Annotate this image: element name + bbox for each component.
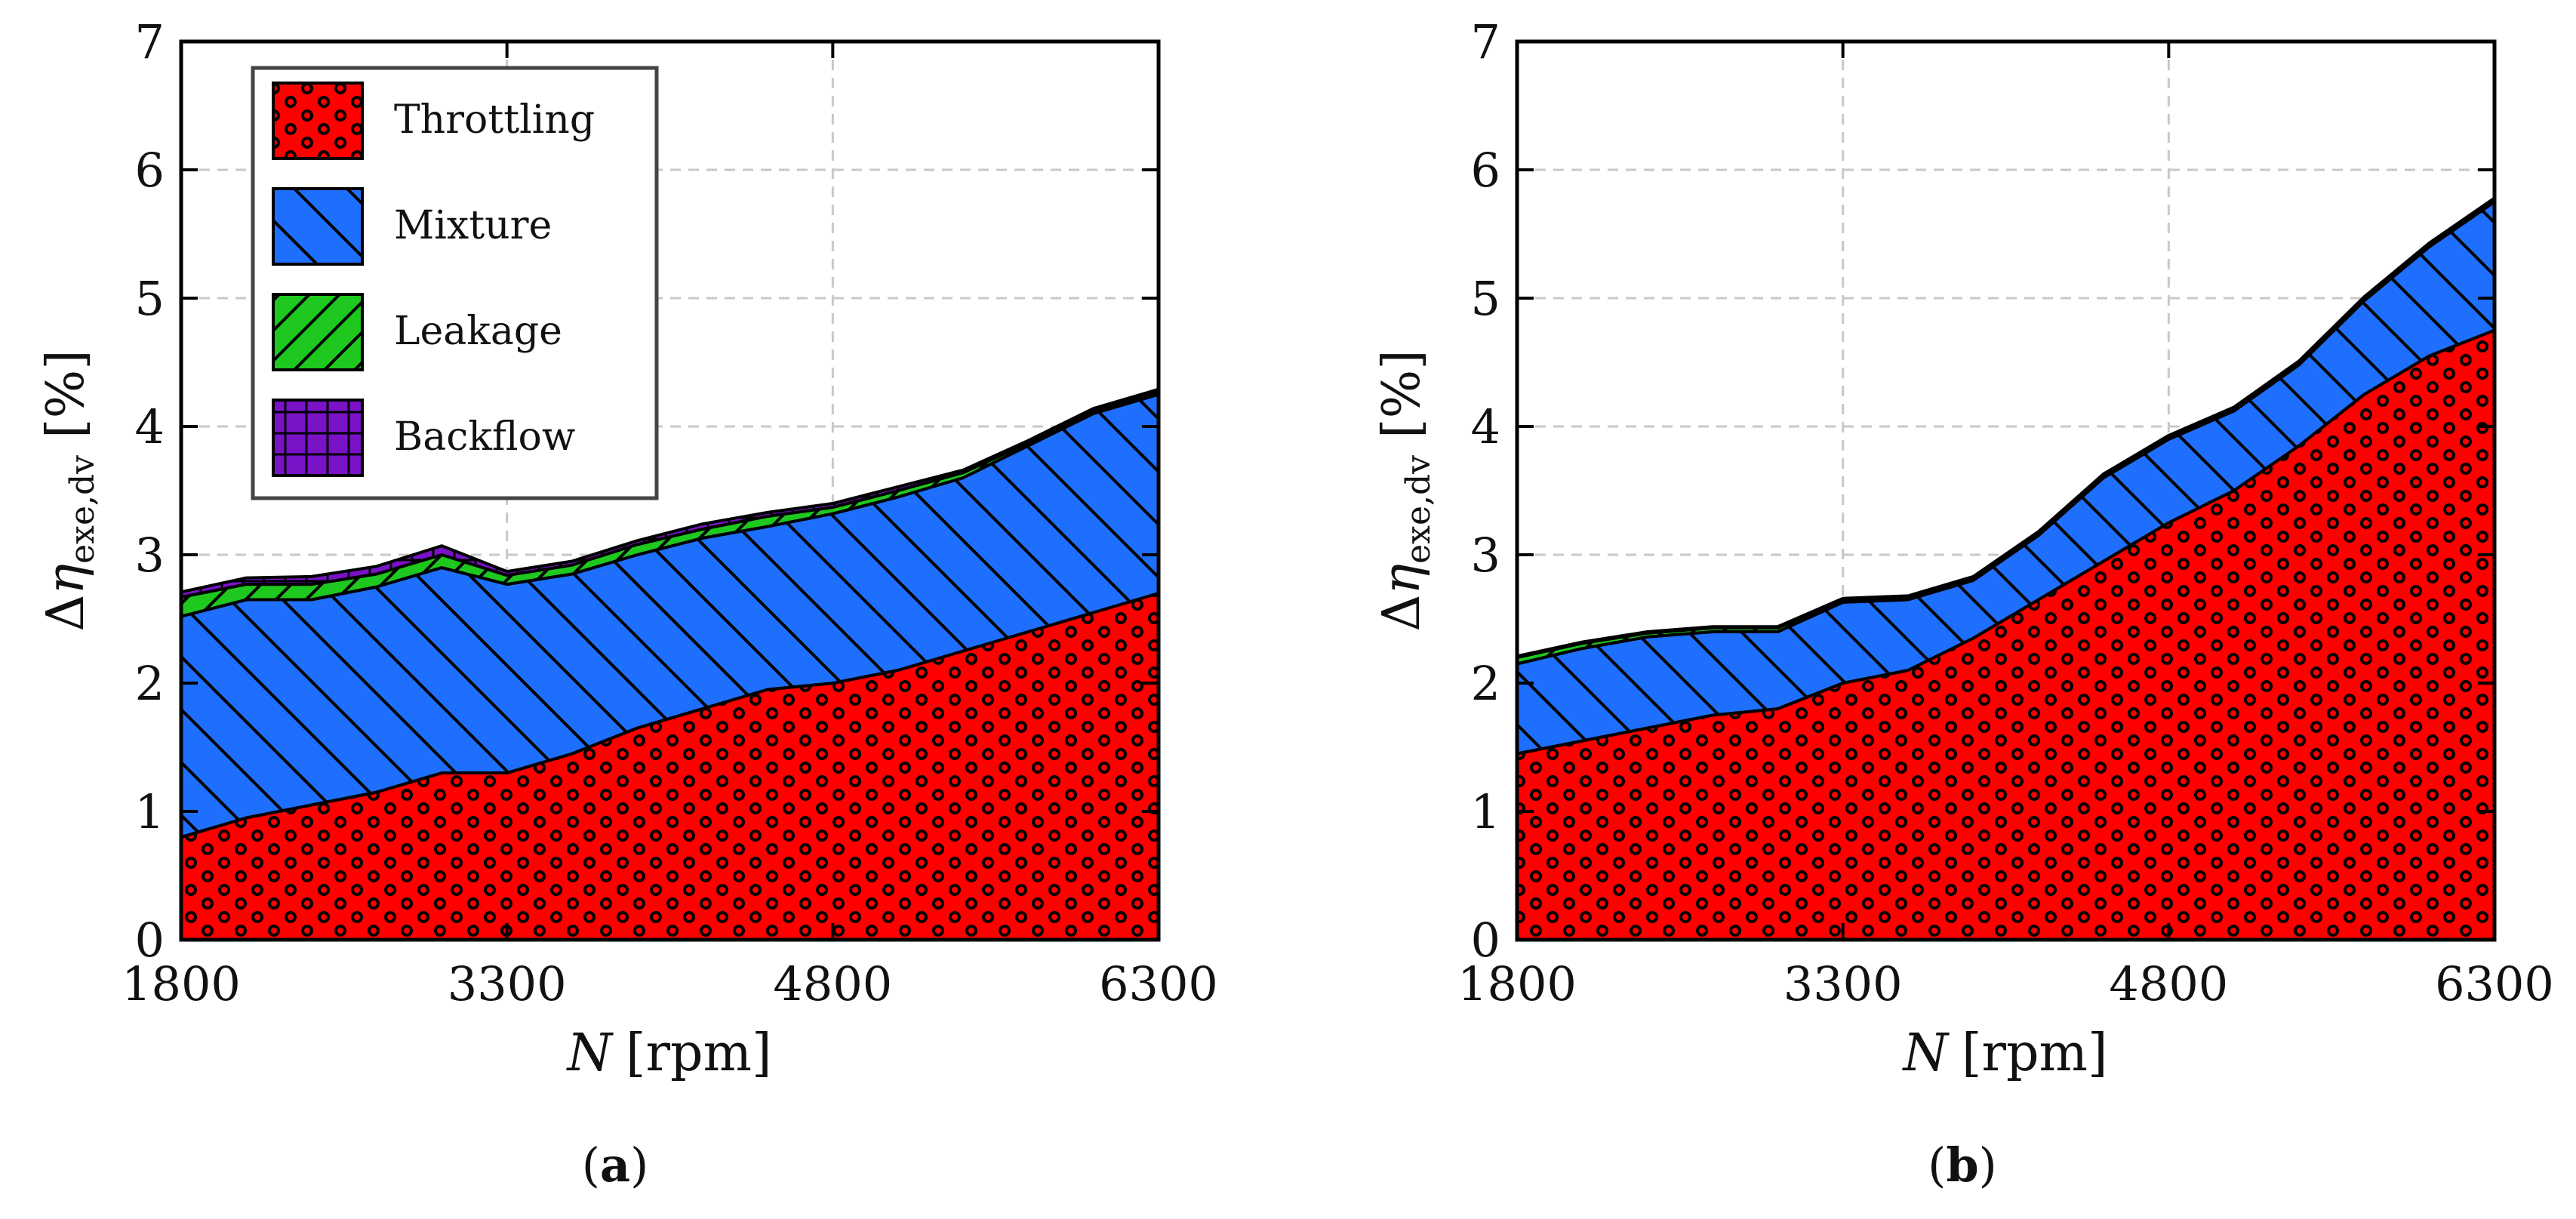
x-tick-label-3300-a: 3300 bbox=[448, 956, 567, 1011]
y-tick-label-5-b: 5 bbox=[1471, 271, 1500, 326]
x-tick-label-6300-a: 6300 bbox=[1099, 956, 1218, 1011]
x-tick-label-4800-b: 4800 bbox=[2109, 956, 2228, 1011]
plot-frame-a bbox=[179, 39, 1161, 942]
y-tick-label-7-b: 7 bbox=[1471, 14, 1500, 69]
stacked-areas-b bbox=[1516, 196, 2496, 941]
y-tick-label-6-a: 6 bbox=[135, 143, 165, 198]
x-tick-label-3300-b: 3300 bbox=[1784, 956, 1903, 1011]
x-axis-label-b: N [rpm] bbox=[1901, 1024, 2107, 1083]
y-tick-label-3-b: 3 bbox=[1471, 528, 1500, 583]
y-tick-label-4-b: 4 bbox=[1471, 399, 1500, 454]
y-tick-label-5-a: 5 bbox=[135, 271, 165, 326]
legend-item-leakage: Leakage bbox=[272, 293, 562, 371]
panel-b: 1800 3300 4800 6300 0 1 2 3 4 5 6 7 Δηexe,dv[%] N [r… bbox=[1372, 14, 2554, 1193]
y-tick-label-2-a: 2 bbox=[135, 656, 165, 711]
y-tick-label-0-a: 0 bbox=[135, 913, 165, 968]
plot-frame-b bbox=[1515, 39, 2497, 942]
legend-label-throttling: Throttling bbox=[394, 97, 595, 143]
x-tick-label-1800-a: 1800 bbox=[122, 956, 241, 1011]
legend-item-throttling: Throttling bbox=[272, 82, 595, 160]
y-tick-label-2-b: 2 bbox=[1471, 656, 1500, 711]
legend: Throttling Mixture Leakage Backflow bbox=[251, 66, 659, 500]
y-tick-label-6-b: 6 bbox=[1471, 143, 1500, 198]
y-tick-label-1-a: 1 bbox=[135, 784, 165, 839]
y-tick-label-3-a: 3 bbox=[135, 528, 165, 583]
legend-swatch-leakage bbox=[272, 293, 364, 371]
axis-ticks-a: 1800 3300 4800 6300 0 1 2 3 4 5 6 7 bbox=[122, 14, 1218, 1011]
legend-swatch-mixture bbox=[272, 187, 364, 266]
y-tick-label-0-b: 0 bbox=[1471, 913, 1500, 968]
y-tick-label-7-a: 7 bbox=[135, 14, 165, 69]
legend-item-mixture: Mixture bbox=[272, 187, 552, 266]
x-axis-label-a: N [rpm] bbox=[565, 1024, 771, 1083]
panel-label-a: (a) bbox=[582, 1137, 649, 1193]
legend-label-mixture: Mixture bbox=[394, 203, 552, 248]
legend-item-backflow: Backflow bbox=[272, 399, 575, 477]
x-tick-label-4800-a: 4800 bbox=[773, 956, 892, 1011]
legend-swatch-throttling bbox=[272, 82, 364, 160]
y-tick-label-4-a: 4 bbox=[135, 399, 165, 454]
legend-label-leakage: Leakage bbox=[394, 309, 562, 354]
y-axis-label-a: Δηexe,dv[%] bbox=[36, 349, 102, 631]
y-axis-label-b: Δηexe,dv[%] bbox=[1372, 349, 1438, 631]
y-tick-label-1-b: 1 bbox=[1471, 784, 1500, 839]
panel-a: 1800 3300 4800 6300 0 1 2 3 4 5 6 7 Δηexe,dv[%] N [r… bbox=[36, 14, 1218, 1193]
panel-label-b: (b) bbox=[1928, 1137, 1997, 1193]
legend-swatch-backflow bbox=[272, 399, 364, 477]
x-tick-label-1800-b: 1800 bbox=[1457, 956, 1577, 1011]
axis-ticks-b: 1800 3300 4800 6300 0 1 2 3 4 5 6 7 bbox=[1457, 14, 2554, 1011]
legend-label-backflow: Backflow bbox=[394, 414, 575, 460]
x-tick-label-6300-b: 6300 bbox=[2435, 956, 2554, 1011]
